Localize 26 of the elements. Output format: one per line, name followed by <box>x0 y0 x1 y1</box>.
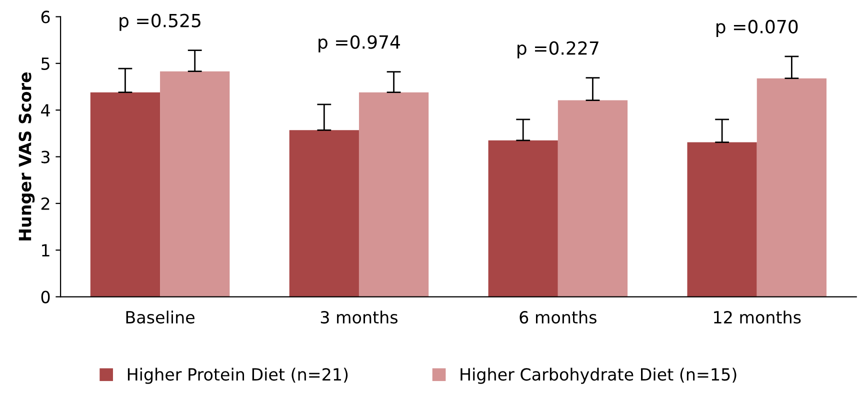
bar <box>358 92 429 297</box>
bar <box>756 78 827 297</box>
x-tick-label: 6 months <box>520 310 596 324</box>
bar <box>687 142 757 297</box>
legend-label: Higher Protein Diet (n=21) <box>128 368 348 384</box>
y-tick-label: 3 <box>41 150 50 164</box>
y-tick-label: 2 <box>41 197 50 210</box>
bar <box>160 71 230 297</box>
y-tick-label: 6 <box>41 10 50 24</box>
annotation: p =0.525 <box>120 14 200 31</box>
x-tick-label: 12 months <box>714 310 801 324</box>
x-tick-label: 3 months <box>320 310 398 324</box>
annotation: p =0.227 <box>518 41 598 58</box>
bar <box>289 130 359 297</box>
y-tick-label: 5 <box>42 58 50 70</box>
bar <box>90 92 160 297</box>
bar <box>488 140 558 297</box>
annotation: p =0.974 <box>318 35 400 52</box>
y-axis-title: Hunger VAS Score <box>18 72 35 240</box>
legend-label: Higher Carbohydrate Diet (n=15) <box>460 368 736 384</box>
y-tick-label: 0 <box>41 290 50 304</box>
bar <box>558 100 628 297</box>
x-tick-label: Baseline <box>126 310 194 324</box>
y-tick-label: 1 <box>42 244 50 256</box>
annotation: p =0.070 <box>716 20 798 37</box>
y-tick-label: 4 <box>41 104 50 116</box>
